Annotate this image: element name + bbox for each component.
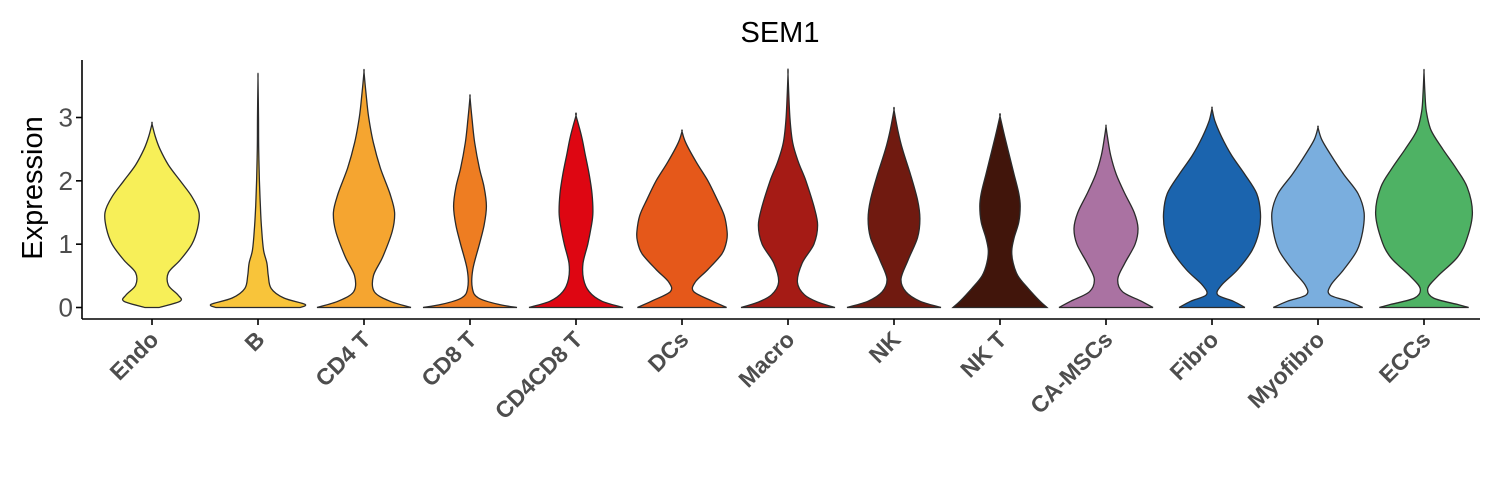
y-axis-label: Expression — [17, 116, 49, 259]
x-tick-label: DCs — [643, 326, 694, 377]
x-tick-label: ECCs — [1374, 326, 1436, 388]
chart-title: SEM1 — [741, 17, 820, 49]
x-tick-label: Fibro — [1164, 326, 1223, 385]
violin-eccs — [1374, 68, 1474, 309]
violin-cd4-t — [316, 68, 412, 309]
x-tick-label: Endo — [104, 326, 163, 385]
violin-endo — [104, 121, 200, 309]
x-tick-label: CD4CD8 T — [490, 326, 588, 424]
violin-fibro — [1162, 106, 1262, 309]
violin-nk-t — [951, 113, 1049, 309]
x-tick-label: NK T — [955, 326, 1011, 382]
y-axis-ticks: 0 1 2 3 — [59, 103, 82, 323]
y-tick-label: 3 — [59, 103, 73, 133]
violin-dcs — [635, 129, 729, 309]
x-tick-label: Macro — [733, 326, 799, 392]
y-tick-label: 2 — [59, 166, 73, 196]
violin-b — [209, 72, 307, 309]
violin-cd8-t — [422, 94, 518, 309]
violin-group — [104, 68, 1474, 309]
violin-macro — [740, 68, 836, 309]
x-tick-label: B — [239, 326, 269, 356]
x-tick-label: CA-MSCs — [1025, 326, 1117, 418]
x-tick-label: NK — [864, 326, 906, 368]
violin-nk — [846, 106, 942, 309]
violin-ca-mscs — [1058, 124, 1154, 309]
x-tick-label: CD8 T — [416, 326, 481, 391]
violin-myofibro — [1271, 125, 1365, 309]
x-tick-label: Myofibro — [1242, 326, 1329, 413]
y-tick-label: 0 — [59, 293, 73, 323]
y-tick-label: 1 — [59, 229, 73, 259]
x-axis-ticks: Endo B CD4 T CD8 T CD4CD8 T DCs Macro NK NK T CA-… — [104, 319, 1436, 424]
x-tick-label: CD4 T — [310, 326, 375, 391]
violin-cd4cd8-t — [528, 112, 624, 309]
